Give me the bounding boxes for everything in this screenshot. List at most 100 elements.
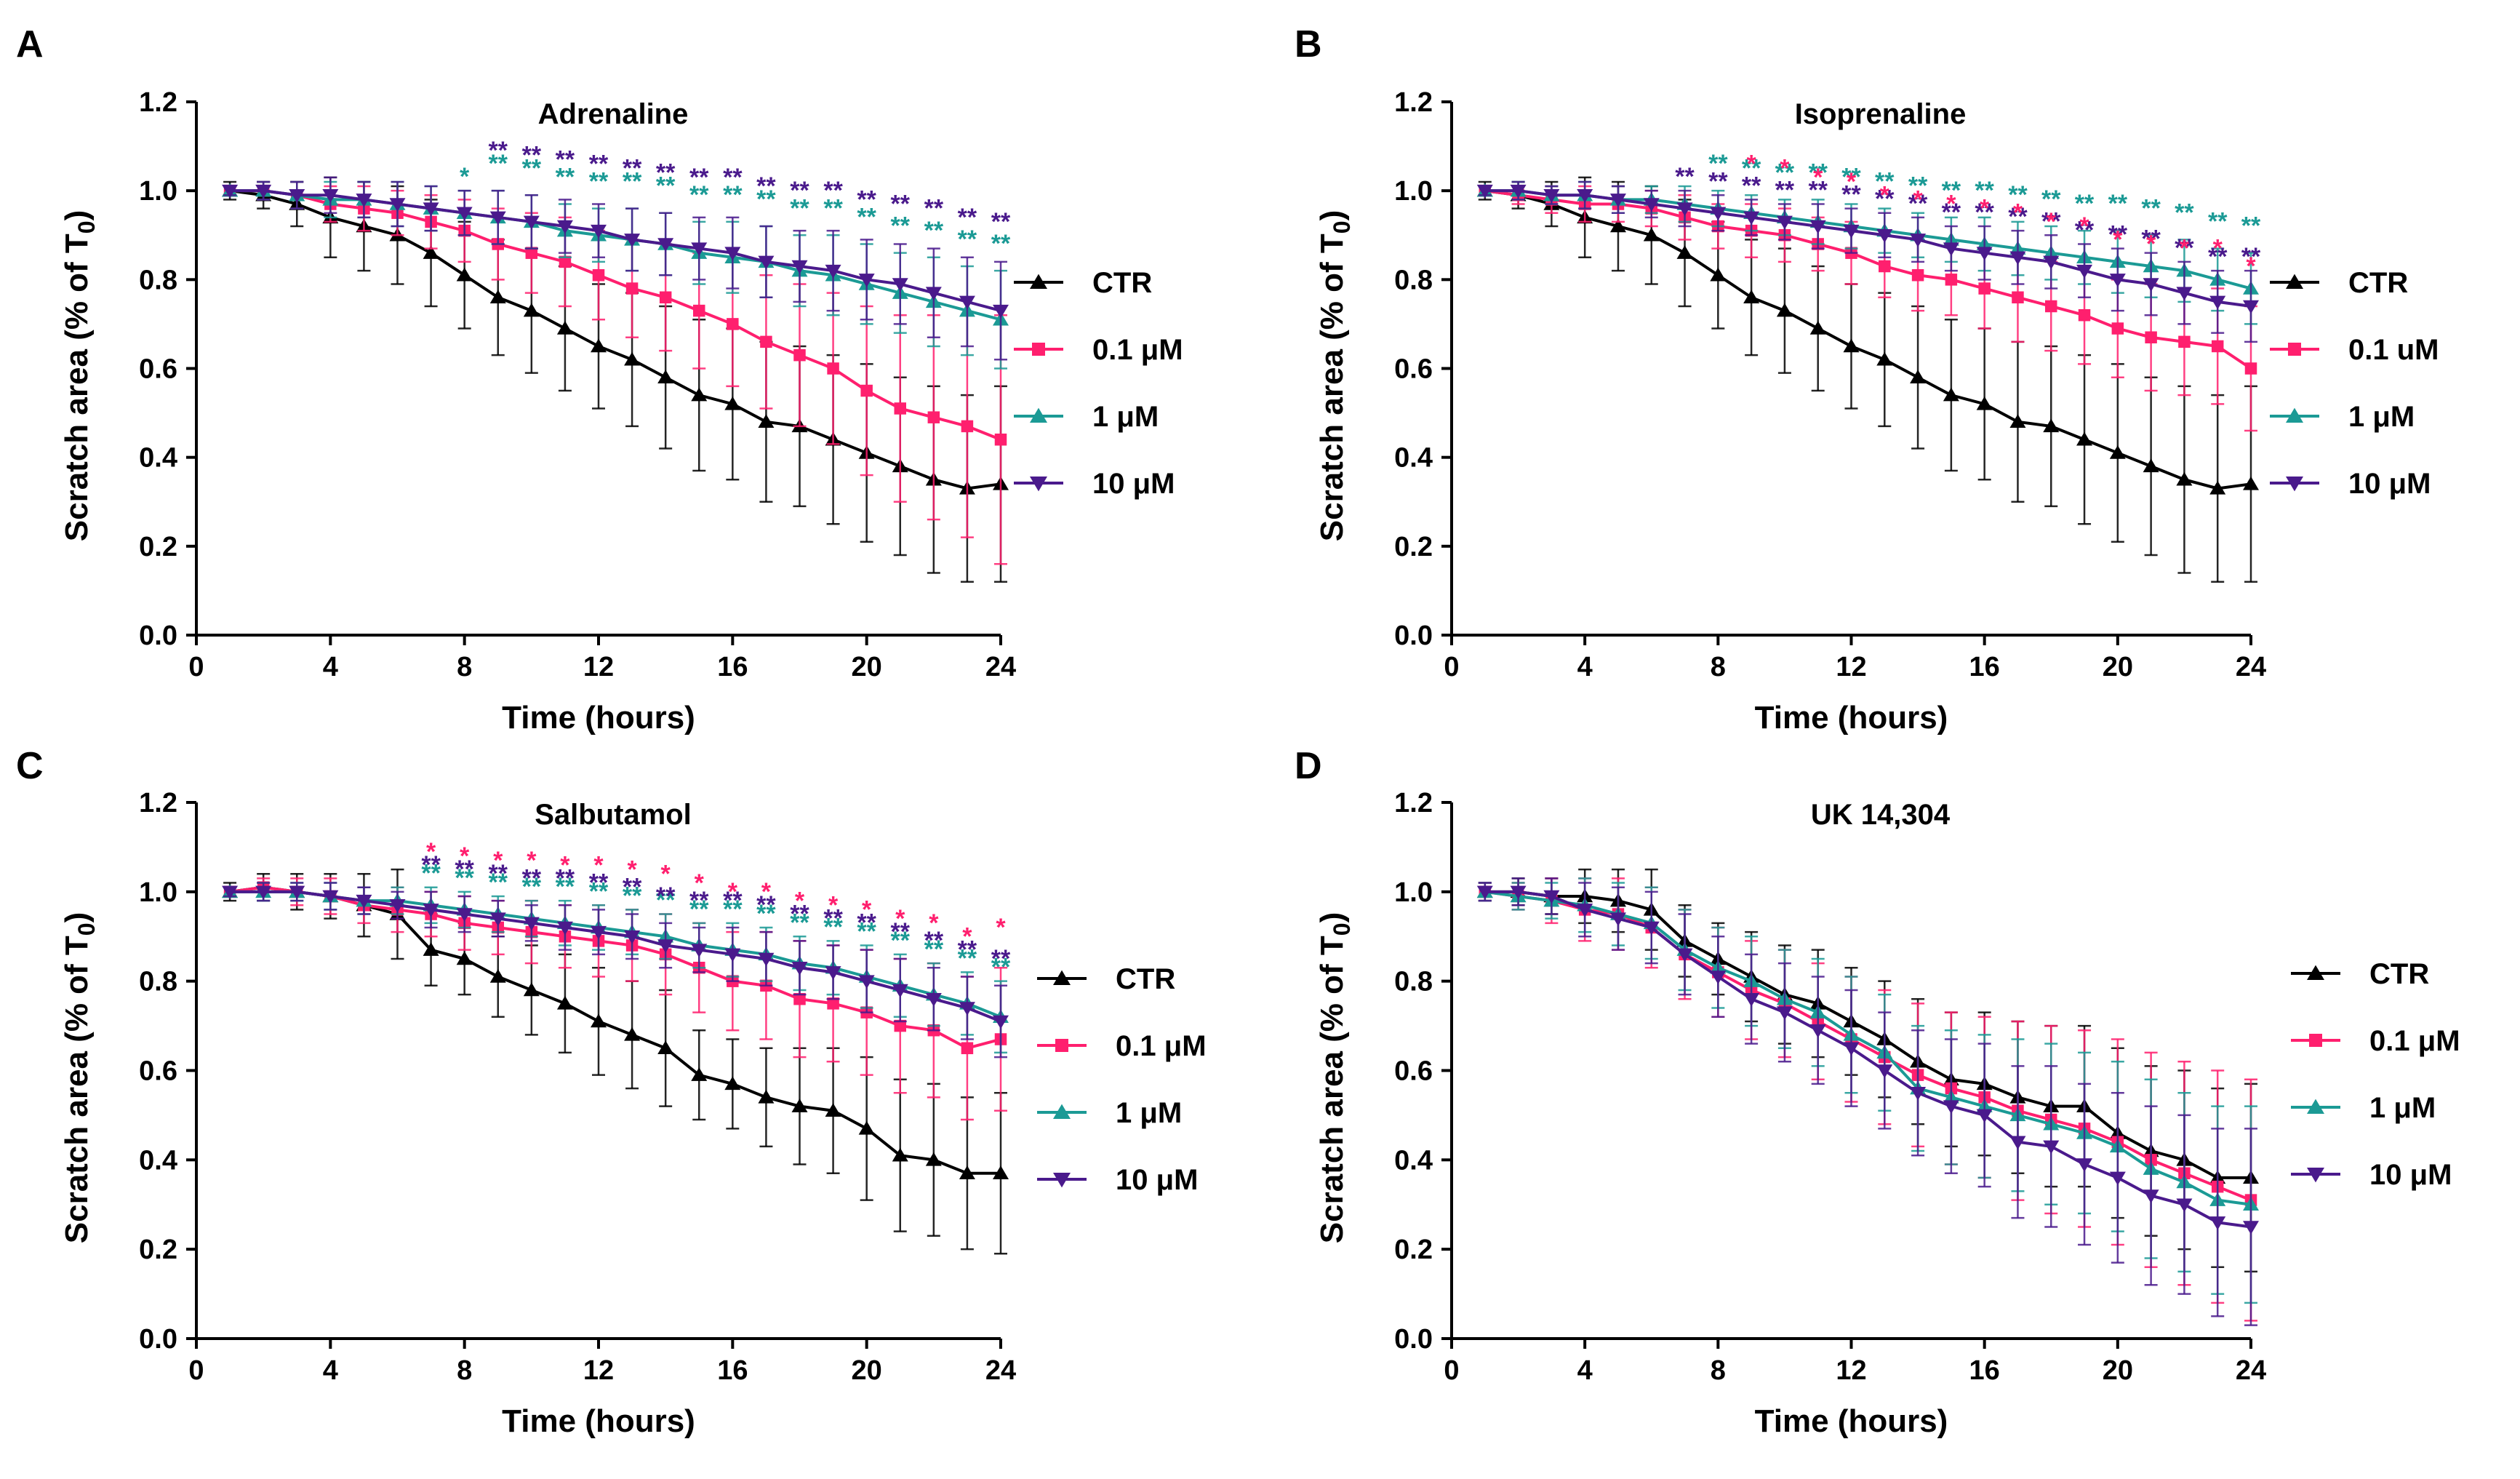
- data-point: [523, 303, 540, 317]
- significance-mark: **: [2175, 234, 2194, 262]
- y-tick-label: 1.2: [139, 87, 177, 118]
- legend-marker: [2307, 1168, 2324, 1183]
- data-point: [1643, 921, 1660, 936]
- legend-label: 0.1 μM: [1116, 1030, 1207, 1062]
- significance-mark: *: [895, 905, 905, 933]
- data-point: [2109, 445, 2126, 459]
- x-tick-label: 24: [985, 652, 1016, 682]
- legend-marker: [2307, 1099, 2324, 1114]
- data-point: [1476, 885, 1493, 900]
- significance-mark: **: [589, 869, 609, 896]
- significance-mark: *: [560, 851, 570, 879]
- y-tick-label: 0.6: [139, 1056, 177, 1087]
- data-point: [2211, 340, 2224, 353]
- data-point: [2076, 264, 2093, 279]
- legend-label: 1 μM: [2348, 401, 2415, 433]
- data-point: [2109, 1171, 2126, 1186]
- data-point: [1577, 904, 1593, 917]
- series-line: [1484, 189, 2252, 308]
- significance-mark: **: [891, 190, 911, 218]
- significance-mark: **: [924, 936, 944, 963]
- significance-mark: *: [593, 851, 604, 879]
- x-tick-label: 20: [2103, 652, 2133, 682]
- y-tick-label: 0.4: [139, 443, 177, 474]
- data-point: [1943, 242, 1959, 257]
- significance-mark: *: [695, 869, 705, 897]
- data-point: [222, 885, 239, 900]
- significance-mark: **: [2008, 181, 2028, 209]
- significance-mark: **: [958, 944, 977, 972]
- data-point: [825, 1103, 841, 1117]
- data-point: [624, 930, 641, 944]
- data-point: [657, 1040, 674, 1055]
- data-point: [1943, 1100, 1959, 1115]
- significance-mark: **: [891, 212, 911, 240]
- panel-letter: D: [1295, 745, 1322, 787]
- x-axis-label: Time (hours): [1755, 700, 1948, 735]
- data-point: [1843, 224, 1860, 239]
- data-point: [489, 211, 506, 226]
- data-point: [2043, 255, 2060, 270]
- data-point: [2009, 414, 2026, 428]
- data-point: [2111, 322, 2124, 335]
- legend-label: 0.1 uM: [2348, 334, 2439, 366]
- x-tick-label: 24: [985, 1355, 1016, 1386]
- significance-mark: **: [723, 887, 743, 914]
- data-point: [255, 885, 272, 900]
- significance-mark: **: [823, 913, 843, 941]
- significance-mark: **: [1675, 163, 1695, 191]
- data-point: [993, 1015, 1009, 1029]
- series-line: [1484, 890, 2252, 1229]
- y-tick-label: 1.2: [1394, 788, 1433, 818]
- x-tick-label: 0: [188, 1355, 204, 1386]
- significance-mark: *: [460, 842, 470, 870]
- data-point: [1876, 351, 1893, 366]
- significance-mark: **: [857, 186, 876, 213]
- data-point: [489, 912, 506, 927]
- y-tick-label: 0.6: [1394, 354, 1433, 385]
- data-point: [825, 966, 841, 980]
- data-point: [356, 194, 372, 207]
- legend-label: 1 μM: [2369, 1092, 2436, 1124]
- significance-mark: **: [2108, 190, 2128, 218]
- significance-mark: *: [795, 887, 805, 914]
- significance-mark: **: [2041, 207, 2061, 235]
- panel-letter: A: [16, 23, 44, 65]
- y-tick-label: 0.8: [139, 265, 177, 295]
- legend-label: 10 μM: [1092, 468, 1175, 500]
- data-point: [489, 290, 506, 304]
- y-tick-label: 1.0: [1394, 176, 1433, 207]
- y-axis-label: Scratch area (% of T0): [59, 210, 100, 541]
- data-point: [1543, 189, 1560, 203]
- data-point: [925, 992, 942, 1007]
- data-point: [657, 939, 674, 953]
- data-point: [1609, 912, 1626, 927]
- data-point: [959, 1165, 975, 1180]
- data-point: [2243, 300, 2259, 314]
- data-point: [827, 362, 839, 375]
- significance-mark: **: [1908, 190, 1928, 218]
- y-tick-label: 0.8: [139, 967, 177, 997]
- data-point: [1676, 202, 1693, 217]
- x-tick-label: 4: [1577, 652, 1593, 682]
- significance-mark: **: [623, 882, 642, 909]
- data-point: [591, 338, 607, 353]
- y-tick-label: 0.2: [1394, 532, 1433, 562]
- significance-mark: **: [689, 164, 709, 191]
- chart-panel-d: D UK 14,304 0.0 0.2 0.4 0.6 0.8 1.0 1.2 0 4 8 12 16 20…: [1295, 745, 2460, 1439]
- y-tick-label: 0.4: [1394, 1145, 1433, 1176]
- data-point: [389, 899, 406, 913]
- data-point: [994, 433, 1007, 446]
- data-point: [827, 997, 839, 1010]
- x-tick-label: 4: [323, 652, 338, 682]
- data-point: [423, 245, 439, 259]
- chart-title: Isoprenaline: [1795, 98, 1967, 130]
- data-point: [1976, 247, 1993, 261]
- x-tick-label: 4: [1577, 1355, 1593, 1386]
- data-point: [1911, 268, 1924, 282]
- data-point: [389, 198, 406, 212]
- significance-mark: **: [522, 864, 542, 892]
- data-point: [1676, 245, 1693, 259]
- data-point: [791, 961, 808, 976]
- y-axis-label: Scratch area (% of T0): [59, 912, 100, 1243]
